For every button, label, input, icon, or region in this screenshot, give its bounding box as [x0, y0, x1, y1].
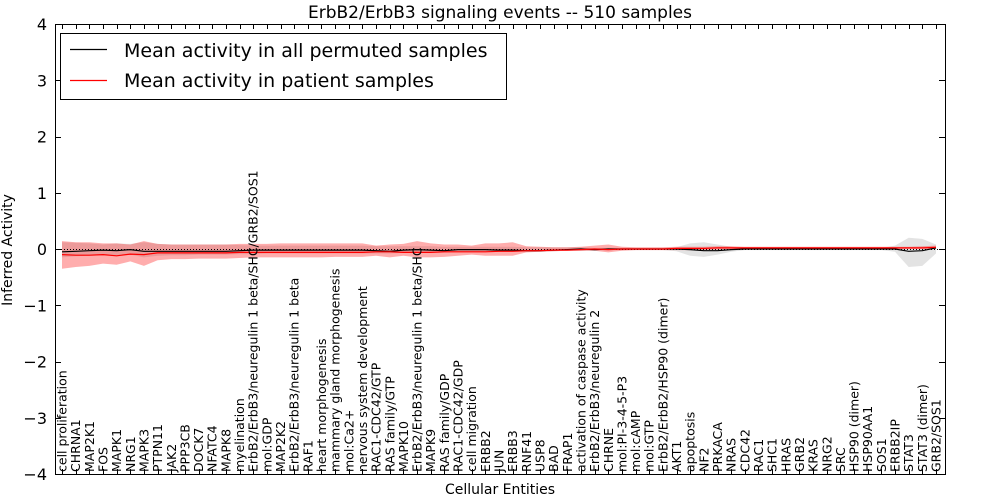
x-tick-label: mammary gland morphogenesis [328, 269, 343, 472]
x-tick-label: cell migration [464, 386, 479, 472]
y-axis: −4 −3 −2 −1 0 1 2 3 4 [23, 15, 945, 484]
x-tick-label: NFATC4 [205, 425, 220, 472]
legend-box [60, 33, 507, 100]
x-tick-label: NF2 [696, 448, 711, 473]
x-tick-label: FOS [95, 447, 110, 472]
x-axis-label: Cellular Entities [445, 482, 555, 498]
y-tick-label: −2 [23, 353, 47, 372]
x-tick-label: RAC1-CDC42/GTP [369, 362, 384, 472]
x-tick-label: PTPN11 [150, 424, 165, 472]
x-tick-label: RAS family/GTP [382, 376, 397, 472]
x-tick-label: ERBB2IP [888, 419, 903, 472]
x-tick-label: HSP90 (dimer) [847, 381, 862, 472]
series-line [61, 247, 937, 253]
x-tick-label: RAS family/GDP [437, 373, 452, 472]
x-tick-label: ErbB2/ErbB3/neuregulin 1 beta/SHC [410, 247, 425, 472]
x-tick-label: SOS1 [874, 438, 889, 472]
x-tick-label: ERBB3 [505, 430, 520, 472]
legend-label-permuted: Mean activity in all permuted samples [124, 40, 487, 62]
y-tick-label: −1 [23, 296, 47, 315]
x-tick-label: mol:GTP [642, 420, 657, 472]
x-tick-label: BAD [546, 445, 561, 472]
chart-title: ErbB2/ErbB3 signaling events -- 510 samp… [308, 3, 692, 23]
x-tick-label: myelination [232, 398, 247, 472]
y-tick-label: 3 [37, 71, 47, 90]
x-tick-label: ErbB2/ErbB3/neuregulin 1 beta/SHC/GRB2/S… [246, 170, 261, 472]
x-tick-label: CDC42 [737, 429, 752, 472]
x-tick-label: STAT3 [901, 434, 916, 472]
series-lines [61, 246, 937, 257]
x-tick-label: NRAS [724, 438, 739, 472]
x-tick-label: ErbB2/ErbB3/neuregulin 2 [587, 310, 602, 472]
x-tick-label: AKT1 [669, 441, 684, 472]
x-tick-labels: cell proliferationCHRNA1MAP2K1FOSMAPK1NR… [55, 24, 944, 474]
y-tick-label: −3 [23, 409, 47, 428]
x-tick-label: MAP2K2 [273, 421, 288, 472]
x-tick-label: GRB2 [792, 437, 807, 472]
x-tick-label: GRB2/SOS1 [929, 399, 944, 472]
x-tick-label: nervous system development [355, 286, 370, 472]
x-tick-label: JAK2 [164, 444, 179, 473]
x-tick-label: cell proliferation [55, 370, 70, 472]
x-tick-label: MAPK9 [423, 429, 438, 472]
x-tick-label: mol:PI-3-4-5-P3 [614, 376, 629, 472]
x-tick-label: RAC1 [751, 439, 766, 472]
x-tick-label: KRAS [806, 439, 821, 472]
x-tick-label: PRKACA [710, 422, 725, 472]
x-tick-label: RNF41 [519, 431, 534, 472]
x-tick-label: MAPK3 [136, 429, 151, 472]
plot-frame [55, 24, 946, 475]
x-tick-label: mol:cAMP [628, 410, 643, 472]
x-tick-label: HRAS [778, 438, 793, 472]
x-tick-label: JUN [492, 450, 507, 473]
x-tick-label: ErbB2/ErbB3/neuregulin 1 beta [287, 278, 302, 472]
x-tick-label: MAPK8 [218, 429, 233, 472]
x-tick-label: CHRNA1 [68, 419, 83, 472]
series-line [61, 246, 937, 257]
x-tick-label: NRG1 [123, 436, 138, 472]
x-tick-label: HSP90AA1 [860, 406, 875, 472]
y-tick-label: 1 [37, 184, 47, 203]
legend-label-patient: Mean activity in patient samples [124, 70, 434, 92]
x-tick-label: DOCK7 [191, 428, 206, 472]
y-tick-label: 4 [37, 15, 47, 34]
x-tick-label: MAPK10 [396, 421, 411, 472]
x-tick-label: mol:GDP [259, 417, 274, 472]
x-tick-label: MAPK1 [109, 429, 124, 472]
x-tick-label: NRG2 [819, 436, 834, 472]
y-tick-label: 2 [37, 128, 47, 147]
series-band [62, 241, 936, 269]
x-tick-label: apoptosis [683, 412, 698, 472]
x-tick-label: MAP2K1 [82, 421, 97, 472]
x-tick-label: heart morphogenesis [314, 339, 329, 473]
x-tick-label: USP8 [532, 439, 547, 472]
x-tick-label: FRAP1 [560, 433, 575, 472]
x-tick-label: RAF1 [300, 440, 315, 472]
x-tick-label: STAT3 (dimer) [915, 384, 930, 472]
x-tick-label: RAC1-CDC42/GDP [451, 360, 466, 472]
y-tick-label: −4 [23, 465, 47, 484]
x-tick-label: mol:Ca2+ [341, 410, 356, 472]
x-tick-label: PPP3CB [177, 424, 192, 472]
legend: Mean activity in all permuted samples Me… [60, 33, 507, 100]
x-tick-label: SHC1 [765, 438, 780, 472]
y-tick-label: 0 [37, 240, 47, 259]
x-tick-label: activation of caspase activity [573, 289, 588, 472]
x-tick-label: ErbB2/ErbB2/HSP90 (dimer) [655, 298, 670, 472]
y-axis-label: Inferred Activity [0, 194, 16, 306]
x-tick-label: ERBB2 [478, 430, 493, 472]
x-tick-label: CHRNE [601, 428, 616, 472]
x-tick-label: SRC [833, 447, 848, 472]
series-band [62, 237, 936, 267]
